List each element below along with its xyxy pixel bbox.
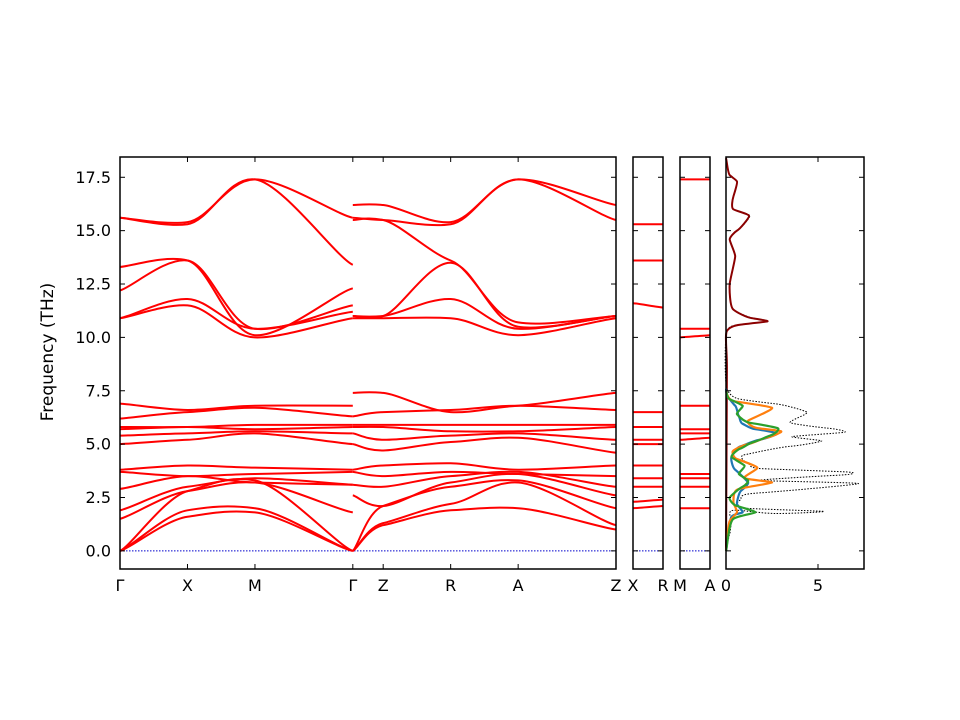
x-tick-label: A (705, 576, 716, 595)
phonon-band-main_b-3 (352, 472, 617, 508)
phonon-band-main_b-0 (352, 506, 617, 552)
dos-curve-s3 (724, 390, 780, 552)
phonon-band-x_r-1 (632, 498, 664, 503)
phonon-band-main_a-13 (119, 402, 353, 412)
x-tick-label: X (628, 576, 639, 595)
phonon-band-main_b-4 (352, 470, 617, 488)
phonon-band-main_a-14 (119, 304, 353, 339)
panel-frame-2 (679, 156, 711, 570)
phonon-band-main_b-16 (352, 217, 617, 325)
panel-frame-0 (119, 156, 617, 570)
y-axis-label: Frequency (THz) (38, 283, 58, 422)
phonon-band-main_b-9 (352, 425, 617, 433)
phonon-band-main_a-9 (119, 430, 353, 437)
phonon-band-main_b-5 (352, 470, 617, 478)
x-tick-label: X (182, 576, 193, 595)
phonon-band-main_a-0 (119, 505, 354, 552)
phonon-band-main_b-18 (352, 178, 617, 224)
phonon-band-m_a-4 (679, 436, 711, 441)
panel-frame-3 (725, 156, 865, 570)
phonon-band-main_b-2 (352, 479, 617, 552)
y-tick-label: 0.0 (86, 541, 111, 560)
y-tick-label: 7.5 (86, 381, 111, 400)
y-tick-label: 2.5 (86, 488, 111, 507)
phonon-band-main_b-1 (352, 481, 617, 552)
panel-frame-1 (632, 156, 664, 570)
phonon-band-main_a-4 (119, 477, 353, 512)
dos-curve-s2 (724, 391, 783, 552)
x-tick-label: Γ (348, 576, 357, 595)
phonon-band-main_a-17 (119, 257, 354, 337)
x-tick-label: R (445, 576, 456, 595)
phonon-band-main_a-1 (119, 510, 354, 552)
dos-x-tick-label: 5 (813, 576, 823, 595)
y-tick-label: 10.0 (75, 328, 111, 347)
phonon-band-main_a-8 (119, 432, 353, 446)
phonon-band-main_b-8 (352, 432, 617, 441)
x-tick-label: Z (611, 576, 622, 595)
x-tick-label: M (673, 576, 687, 595)
phonon-band-main_a-3 (119, 481, 353, 520)
phonon-band-main_a-15 (119, 297, 353, 330)
y-tick-label: 15.0 (75, 221, 111, 240)
dos-curve-s4 (724, 157, 769, 551)
phonon-band-main_a-11 (119, 423, 353, 429)
dos-curve-s1 (724, 388, 779, 552)
x-tick-label: A (513, 576, 524, 595)
phonon-band-main_a-19 (119, 178, 354, 224)
phonon-band-main_a-16 (119, 259, 353, 331)
phonon-band-main_b-12 (352, 391, 617, 414)
phonon-band-main_b-6 (352, 462, 617, 471)
phonon-band-main_b-7 (352, 436, 617, 454)
y-tick-label: 17.5 (75, 168, 111, 187)
y-tick-label: 5.0 (86, 435, 111, 454)
x-tick-label: Γ (116, 576, 125, 595)
y-tick-label: 12.5 (75, 275, 111, 294)
phonon-band-x_r-0 (632, 505, 664, 510)
phonon-band-main_a-2 (119, 478, 354, 552)
phonon-band-main_b-17 (352, 178, 617, 227)
dos-curve-total (724, 157, 860, 552)
phonon-band-x_r-9 (632, 302, 664, 309)
phonon-band-main_a-7 (119, 464, 353, 471)
x-tick-label: Z (378, 576, 389, 595)
phonon-band-main_b-14 (352, 297, 617, 330)
x-tick-label: R (657, 576, 668, 595)
dos-x-tick-label: 0 (721, 576, 731, 595)
phonon-band-main_a-6 (119, 470, 353, 478)
phonon-band-main_a-5 (119, 475, 353, 490)
phonon-band-main_a-12 (119, 406, 353, 420)
phonon-band-main_b-11 (352, 404, 617, 418)
x-tick-label: M (248, 576, 262, 595)
